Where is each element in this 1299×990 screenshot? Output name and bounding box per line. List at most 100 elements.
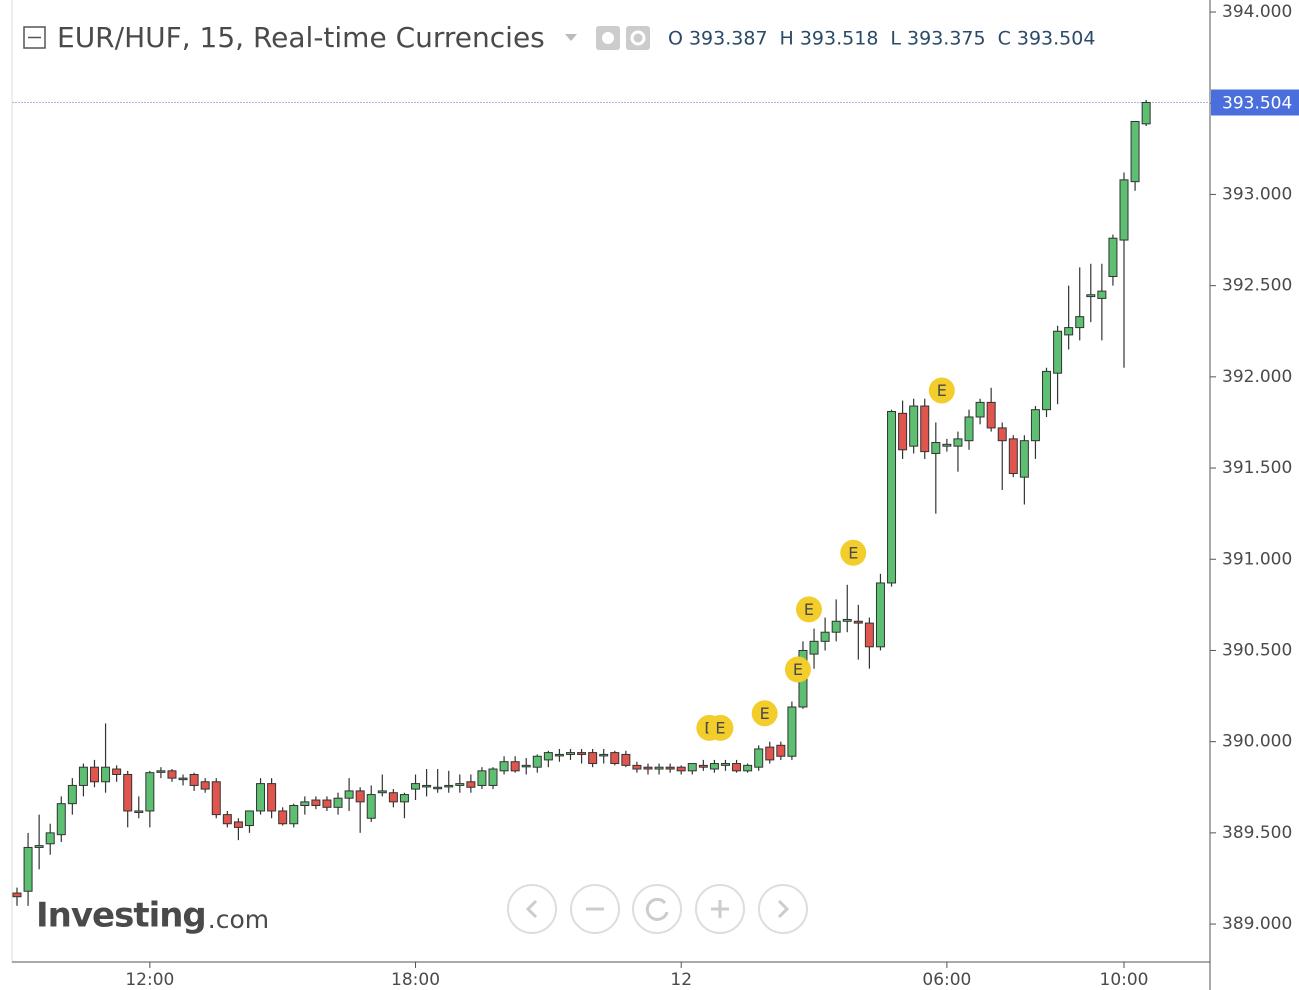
watermark-main: Investing (36, 896, 206, 936)
candle-body (1053, 330, 1063, 374)
candle-body (56, 803, 66, 836)
candle-body (399, 794, 409, 803)
reset-button[interactable] (632, 884, 682, 934)
candle-body (532, 755, 542, 768)
watermark: Investing .com (36, 896, 269, 936)
candle-body (278, 810, 288, 825)
candle-body (776, 744, 786, 757)
y-tick-label: 394.000 (1222, 2, 1292, 22)
candle-body (422, 784, 432, 788)
chart-title: EUR/HUF, 15, Real-time Currencies (57, 21, 545, 54)
event-marker[interactable] (751, 700, 778, 727)
candle-body (211, 781, 221, 816)
candle-body (588, 752, 598, 765)
y-tick-label: 390.000 (1222, 732, 1292, 752)
title-dropdown[interactable] (565, 34, 577, 41)
candle-body (233, 821, 243, 828)
event-marker[interactable] (784, 656, 811, 683)
event-label: E (848, 543, 858, 562)
candle-body (975, 401, 985, 418)
event-marker[interactable] (795, 596, 822, 623)
x-tick-label: 12 (670, 970, 692, 990)
candle-body (942, 443, 952, 447)
settings-button[interactable] (626, 26, 650, 50)
candle-body (698, 764, 708, 768)
candle-body (720, 763, 730, 766)
candle-body (123, 773, 133, 812)
candle-body (654, 766, 664, 770)
legend-value: 393.518 (800, 28, 879, 50)
candle-body (577, 752, 587, 755)
settings-icon (630, 30, 646, 46)
candle-body (355, 790, 365, 803)
candle-body (1141, 102, 1151, 125)
navigation (507, 884, 808, 934)
y-tick-label: 389.500 (1222, 823, 1292, 843)
event-label: E (804, 600, 814, 619)
plot-area: EEEEEEE (12, 99, 1210, 906)
candle-body (178, 777, 188, 781)
visibility-icon (602, 32, 614, 44)
candle-body (45, 832, 55, 845)
candle-body (1108, 237, 1118, 278)
collapse-icon[interactable] (23, 26, 46, 49)
candle-body (112, 768, 122, 775)
y-tick-label: 391.000 (1222, 549, 1292, 569)
candle-body (477, 770, 487, 786)
candle-body (521, 764, 531, 768)
candle-body (256, 783, 266, 812)
candle-body (599, 753, 609, 757)
scroll-right-button[interactable] (758, 884, 808, 934)
candle-body (632, 764, 642, 770)
candle-body (809, 640, 819, 655)
candle-body (1019, 440, 1029, 478)
candle-body (23, 846, 33, 892)
candle-body (167, 770, 177, 779)
candle-body (455, 783, 465, 786)
candle-body (621, 753, 631, 766)
last-price-badge (1211, 89, 1299, 116)
scroll-left-icon (525, 899, 538, 919)
event-label: E (715, 718, 725, 737)
candle-body (1086, 294, 1096, 298)
ohlc-legend: O 393.387 H 393.518 L 393.375 C 393.504 (668, 28, 1095, 50)
candle-body (411, 783, 421, 790)
candle-body (887, 411, 897, 584)
candle-body (864, 622, 874, 648)
candle-body (377, 790, 387, 794)
candle-body (687, 763, 697, 772)
candle-body (765, 746, 775, 761)
candle-body (322, 799, 332, 808)
watermark-suffix: .com (208, 905, 269, 934)
candle-body (931, 442, 941, 454)
event-marker[interactable] (928, 377, 955, 404)
candle-body (344, 790, 354, 799)
y-tick-label: 390.500 (1222, 640, 1292, 660)
candle-body (366, 794, 376, 819)
candle-body (333, 797, 343, 808)
candle-body (78, 766, 88, 786)
candle-body (566, 752, 575, 755)
candle-body (1075, 316, 1085, 329)
candle-body (853, 620, 863, 624)
candle-body (554, 753, 564, 757)
event-marker[interactable] (840, 539, 867, 566)
x-tick-label: 10:00 (1100, 970, 1149, 990)
candle-body (743, 764, 753, 772)
reset-icon (645, 897, 669, 921)
legend-key: C (998, 28, 1011, 50)
candle-body (200, 781, 210, 790)
candle-body (898, 412, 908, 451)
candle-body (289, 804, 299, 825)
scroll-left-button[interactable] (507, 884, 557, 934)
candle-body (997, 427, 1007, 442)
candle-body (189, 773, 199, 786)
candle-body (12, 892, 22, 898)
candle-body (676, 766, 686, 772)
event-marker[interactable] (707, 714, 734, 741)
candle-body (1064, 327, 1074, 336)
candle-body (665, 766, 675, 770)
candle-body (1042, 370, 1052, 411)
